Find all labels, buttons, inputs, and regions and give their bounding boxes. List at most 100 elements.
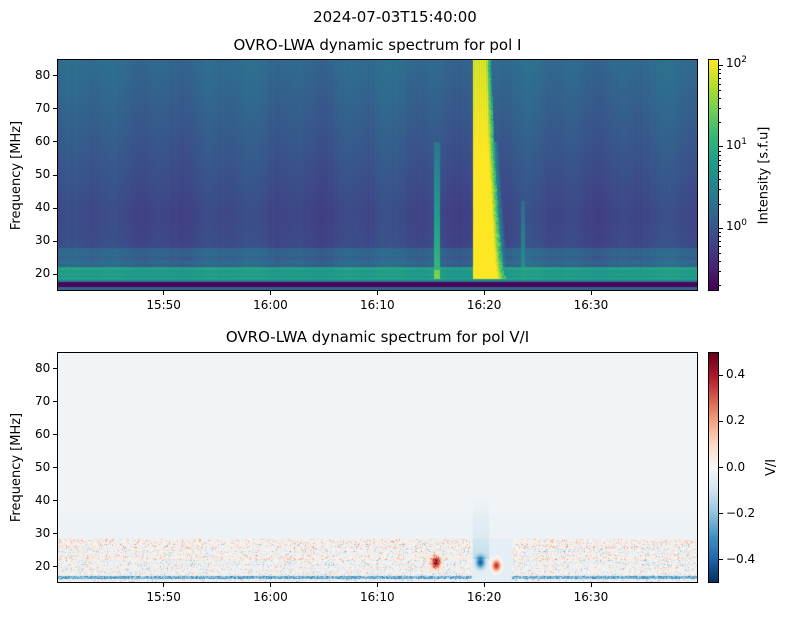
x-tick-label: 16:20	[466, 590, 502, 604]
stokes-vi-spectrum-axes	[57, 352, 698, 583]
x-tick-label: 16:00	[253, 590, 288, 604]
x-tick	[163, 291, 165, 295]
colorbar-tick	[719, 513, 723, 515]
colorbar-minor-tick	[719, 240, 721, 242]
x-tick-label: 15:50	[146, 590, 181, 604]
colorbar-minor-tick	[719, 203, 721, 205]
y-tick	[53, 533, 57, 534]
colorbar-minor-tick	[719, 232, 721, 234]
colorbar-minor-tick	[719, 189, 721, 191]
y-tick	[53, 500, 57, 501]
x-tick	[483, 583, 485, 587]
colorbar-minor-tick	[719, 270, 721, 272]
y-tick	[53, 434, 57, 435]
colorbar-minor-tick	[719, 78, 721, 80]
bottom-plot-title: OVRO-LWA dynamic spectrum for pol V/I	[225, 328, 530, 346]
y-tick-label: 30	[35, 233, 51, 248]
colorbar-tick-label: −0.2	[726, 505, 756, 520]
y-tick-label: 60	[35, 133, 51, 148]
y-tick-label: 40	[35, 492, 51, 507]
vi-colorbar	[708, 352, 719, 583]
y-tick	[53, 467, 57, 468]
bottom-y-axis-label: Frequency [MHz]	[8, 412, 24, 522]
colorbar-minor-tick	[719, 285, 721, 287]
x-tick	[483, 291, 485, 295]
colorbar-minor-tick	[719, 171, 721, 173]
y-tick	[53, 368, 57, 369]
tick-exponent: 0	[741, 218, 748, 229]
x-tick	[270, 291, 272, 295]
colorbar-minor-tick	[719, 83, 721, 85]
intensity-colorbar	[708, 59, 719, 291]
x-tick	[270, 583, 272, 587]
y-tick	[53, 108, 57, 110]
y-tick-label: 50	[35, 459, 51, 474]
tick-base: 10	[726, 56, 742, 71]
stokes-i-spectrum-axes	[57, 59, 698, 291]
intensity-colorbar-label: Intensity [s.f.u]	[756, 126, 772, 224]
y-tick	[53, 401, 57, 402]
y-tick-label: 80	[35, 67, 51, 82]
colorbar-tick-label: 100	[726, 218, 747, 233]
top-y-axis-label: Frequency [MHz]	[8, 120, 24, 230]
colorbar-tick	[719, 420, 723, 422]
x-tick-label: 16:30	[573, 298, 609, 312]
y-tick-label: 20	[35, 558, 51, 573]
colorbar-minor-tick	[719, 164, 721, 166]
stokes-vi-heatmap	[58, 353, 697, 582]
y-tick	[53, 207, 57, 209]
x-tick-label: 16:10	[360, 298, 395, 312]
tick-base: 10	[726, 219, 742, 234]
colorbar-minor-tick	[719, 73, 721, 75]
y-tick-label: 50	[35, 167, 51, 181]
colorbar-minor-tick	[719, 97, 721, 99]
y-tick	[53, 566, 57, 567]
colorbar-tick	[719, 467, 723, 468]
colorbar-minor-tick	[719, 236, 721, 238]
colorbar-tick-label: 0.0	[726, 459, 746, 474]
tick-exponent: 1	[741, 136, 748, 147]
colorbar-minor-tick	[719, 260, 721, 262]
colorbar-tick	[719, 146, 723, 148]
x-tick-label: 16:30	[573, 590, 609, 604]
colorbar-minor-tick	[719, 69, 721, 71]
y-tick-label: 70	[35, 393, 51, 408]
x-tick-label: 16:20	[466, 298, 502, 312]
colorbar-tick-label: 101	[726, 137, 747, 152]
colorbar-minor-tick	[719, 108, 721, 110]
colorbar-minor-tick	[719, 159, 721, 161]
y-tick	[53, 174, 57, 176]
vi-colorbar-label: V/I	[763, 458, 779, 476]
colorbar-tick	[719, 64, 723, 66]
colorbar-minor-tick	[719, 89, 721, 91]
x-tick-label: 16:00	[253, 298, 288, 312]
colorbar-minor-tick	[719, 246, 721, 248]
y-tick-label: 80	[35, 360, 51, 375]
tick-exponent: 2	[741, 55, 748, 66]
colorbar-minor-tick	[719, 122, 721, 124]
colorbar-minor-tick	[719, 154, 721, 156]
colorbar-minor-tick	[719, 252, 721, 254]
colorbar-tick-label: −0.4	[726, 551, 756, 566]
tick-base: 10	[726, 137, 742, 152]
y-tick	[53, 240, 57, 242]
x-tick	[377, 583, 378, 587]
x-tick	[590, 583, 592, 587]
colorbar-tick	[719, 374, 723, 376]
y-tick	[53, 141, 57, 143]
y-tick-label: 60	[35, 426, 51, 441]
y-tick	[53, 75, 57, 77]
x-tick	[590, 291, 592, 295]
figure-suptitle: 2024-07-03T15:40:00	[313, 8, 477, 26]
colorbar-tick	[719, 227, 723, 229]
colorbar-minor-tick	[719, 150, 721, 152]
x-tick	[377, 291, 378, 295]
stokes-i-heatmap	[58, 60, 697, 290]
y-tick-label: 20	[35, 266, 51, 281]
y-tick	[53, 273, 57, 275]
intensity-colorbar-gradient	[709, 60, 718, 290]
colorbar-minor-tick	[719, 179, 721, 181]
x-tick	[163, 583, 165, 587]
top-plot-title: OVRO-LWA dynamic spectrum for pol I	[233, 36, 522, 54]
